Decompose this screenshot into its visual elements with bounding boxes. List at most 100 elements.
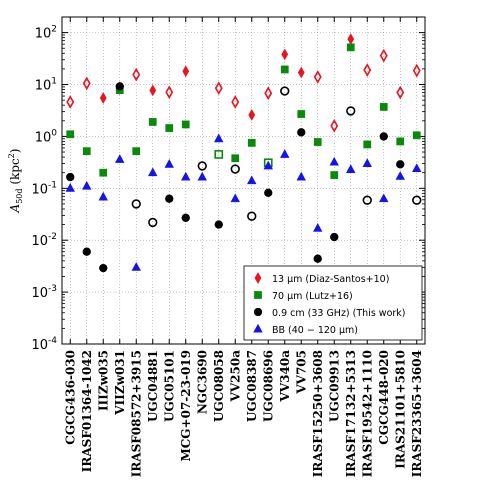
data-point-triangle (164, 159, 174, 168)
data-point-circle (148, 217, 158, 228)
data-point-diamond (182, 65, 190, 78)
data-point-triangle (296, 171, 306, 181)
data-point-triangle (98, 191, 108, 201)
data-point-triangle (280, 149, 290, 158)
x-tick-label: UGC04881 (146, 350, 160, 422)
x-tick-label: IRASF17132+5313 (344, 350, 358, 477)
y-tick-label: 10-4 (31, 336, 57, 353)
data-point-square (363, 140, 372, 149)
data-point-square (165, 124, 174, 132)
data-point-diamond (149, 84, 157, 97)
data-point-circle (131, 199, 141, 209)
legend-label: 70 μm (Lutz+16) (272, 291, 353, 302)
data-point-diamond (330, 118, 339, 133)
data-point-square (82, 147, 91, 156)
x-tick-label: VV340a (278, 350, 292, 403)
x-tick-label: IRASF23365+3604 (410, 350, 424, 477)
data-point-triangle (362, 158, 372, 168)
legend-marker-circle (253, 307, 263, 317)
data-point-diamond (379, 48, 388, 63)
data-point-triangle (313, 222, 323, 232)
data-point-square (148, 118, 157, 126)
data-point-triangle (65, 183, 75, 192)
data-point-circle (280, 86, 290, 96)
x-tick-label: IIIZw035 (96, 350, 110, 411)
data-point-diamond (281, 48, 289, 61)
x-tick-label: IRASF08572+3915 (129, 350, 143, 477)
data-point-circle (230, 164, 240, 174)
data-point-square (247, 139, 256, 147)
data-point-diamond (363, 63, 372, 77)
x-tick-label: VV705 (294, 350, 308, 395)
data-point-triangle (181, 171, 191, 181)
legend-marker-square (254, 291, 262, 299)
data-point-circle (115, 82, 124, 91)
data-point-circle (247, 211, 257, 221)
data-point-triangle (379, 193, 389, 203)
legend-label: 13 μm (Diaz-Santos+10) (272, 274, 389, 285)
x-tick-label: UGC05101 (162, 350, 176, 422)
data-point-triangle (329, 156, 339, 166)
data-point-square (297, 110, 306, 118)
data-point-diamond (132, 67, 141, 82)
data-point-triangle (131, 262, 141, 271)
legend-marker-triangle (253, 323, 263, 333)
x-tick-label: UGC08387 (245, 350, 259, 422)
x-tick-label: IRASF19542+1110 (360, 350, 374, 477)
data-point-square (280, 65, 289, 74)
data-point-triangle (214, 133, 224, 143)
data-point-triangle (263, 160, 273, 170)
data-point-circle (396, 160, 405, 169)
data-point-circle (66, 172, 75, 182)
data-point-triangle (412, 163, 422, 173)
data-point-diamond (297, 66, 305, 79)
data-point-square (66, 130, 75, 139)
data-point-diamond (214, 81, 223, 96)
data-point-circle (165, 194, 174, 203)
data-point-triangle (247, 175, 257, 185)
data-point-triangle (82, 180, 92, 190)
x-tick-label: VIIZw031 (113, 350, 127, 416)
data-point-triangle (115, 154, 125, 163)
data-point-diamond (66, 95, 75, 109)
data-point-triangle (346, 164, 356, 173)
data-point-circle (362, 195, 372, 205)
data-point-triangle (230, 193, 240, 203)
data-point-diamond (248, 109, 256, 121)
x-tick-label: MCG+07-23-019 (179, 350, 193, 462)
legend: 13 μm (Diaz-Santos+10) 70 μm (Lutz+16) 0.9… (243, 265, 423, 341)
x-tick-label: IRASF01364-1042 (80, 350, 94, 472)
x-tick-label: UGC08696 (261, 350, 275, 422)
x-tick-label: UGC09913 (327, 350, 341, 422)
data-point-square (313, 138, 322, 146)
data-point-circle (181, 213, 190, 222)
x-tick-label: CGCG448-020 (377, 350, 391, 445)
data-point-diamond (264, 86, 273, 101)
data-point-triangle (197, 171, 207, 181)
data-point-diamond (99, 92, 107, 104)
data-point-circle (346, 106, 356, 116)
data-point-circle (330, 232, 339, 242)
data-point-circle (214, 220, 223, 229)
data-point-square (412, 131, 421, 140)
data-point-diamond (165, 85, 174, 100)
x-tick-label: UGC08058 (212, 350, 226, 422)
legend-label: BB (40 − 120 μm) (272, 325, 358, 336)
y-tick-labels: 102 101 100 10-1 10-2 10-3 10-4 (31, 25, 57, 353)
y-tick-label: 101 (35, 77, 57, 94)
x-tick-label: IRAS21101+5810 (393, 350, 407, 469)
data-point-circle (82, 247, 91, 256)
data-point-circle (379, 132, 388, 141)
y-tick-label: 10-1 (31, 180, 57, 197)
data-point-square (330, 171, 339, 179)
data-point-triangle (148, 167, 158, 177)
data-point-diamond (82, 76, 91, 91)
data-point-diamond (347, 33, 355, 45)
y-tick-label: 100 (35, 128, 58, 145)
x-tick-label: CGCG436-030 (63, 350, 77, 445)
legend-label: 0.9 cm (33 GHz) (This work) (272, 308, 406, 319)
data-point-square (231, 154, 240, 163)
x-tick-label: IRASF15250+3608 (311, 350, 325, 477)
data-point-diamond (412, 63, 421, 78)
